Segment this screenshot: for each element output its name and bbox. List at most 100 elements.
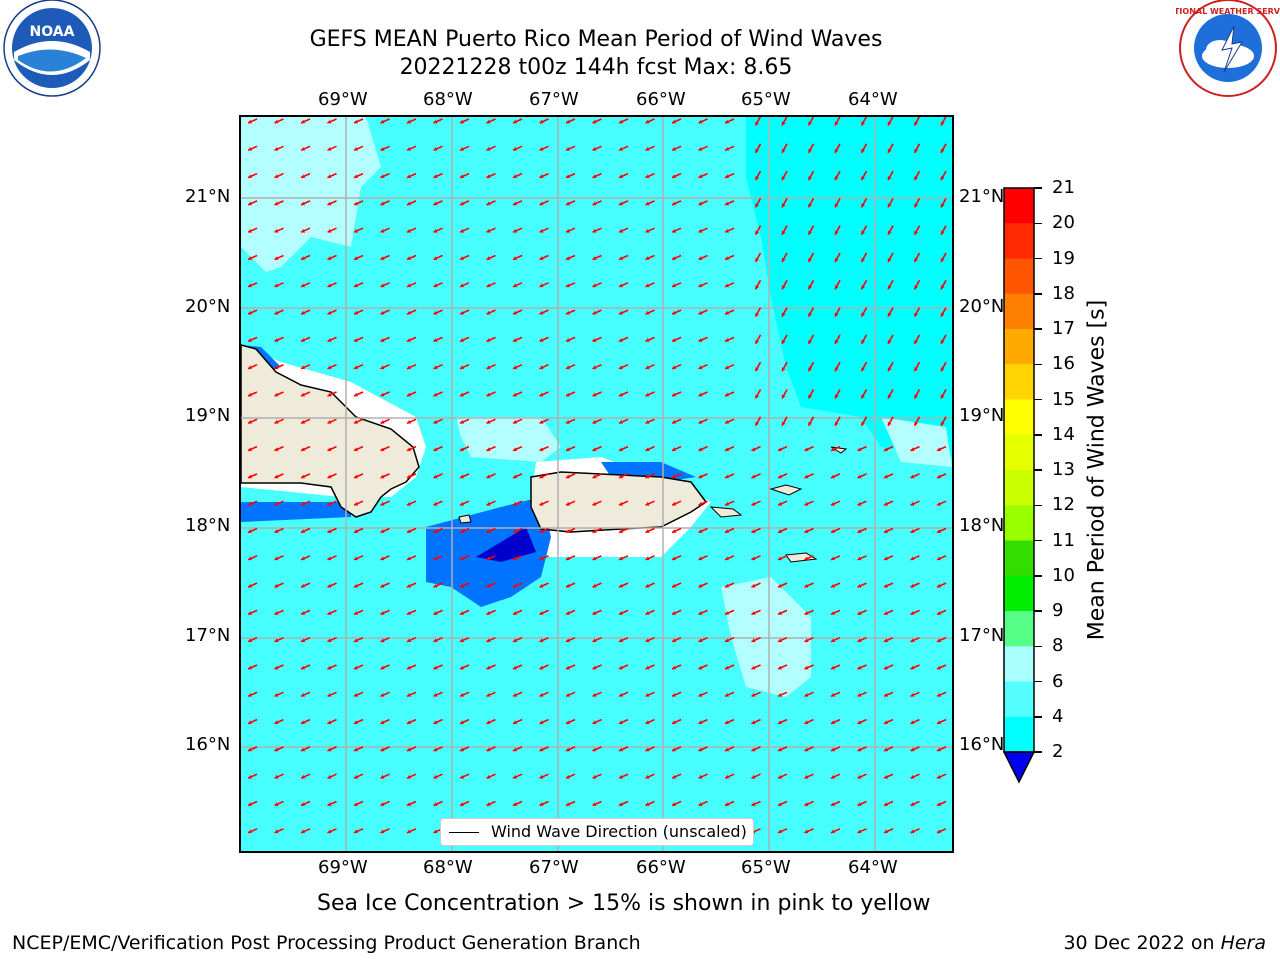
wind-wave-arrowhead bbox=[804, 529, 809, 533]
wind-wave-arrowhead bbox=[884, 638, 888, 643]
wind-wave-arrowhead bbox=[380, 228, 385, 233]
wind-wave-arrowhead bbox=[380, 665, 385, 670]
wind-wave-arrowhead bbox=[778, 774, 782, 779]
wind-wave-arrowhead bbox=[781, 421, 786, 426]
wind-wave-arrowhead bbox=[804, 693, 809, 697]
colorbar-cell bbox=[1004, 293, 1034, 330]
wind-wave-arrowhead bbox=[327, 802, 332, 806]
svg-text:NATIONAL WEATHER SERVICE: NATIONAL WEATHER SERVICE bbox=[1176, 7, 1280, 16]
colorbar-tick-label: 20 bbox=[1052, 212, 1075, 234]
wind-wave-arrowhead bbox=[539, 365, 544, 370]
wind-wave-arrowhead bbox=[513, 256, 517, 260]
wind-wave-arrowhead bbox=[248, 392, 252, 397]
wind-wave-arrowhead bbox=[831, 638, 835, 643]
wind-wave-arrowhead bbox=[248, 447, 252, 452]
wind-wave-arrowhead bbox=[937, 774, 941, 779]
wind-wave-arrowhead bbox=[698, 665, 703, 670]
wind-wave-arrowhead bbox=[380, 829, 385, 834]
wind-wave-arrowhead bbox=[910, 774, 915, 779]
wind-wave-arrowhead bbox=[619, 147, 623, 151]
wind-wave-arrowhead bbox=[778, 720, 782, 725]
wind-wave-arrowhead bbox=[407, 119, 411, 124]
wind-wave-arrowhead bbox=[940, 258, 945, 262]
wind-wave-arrowhead bbox=[301, 501, 305, 506]
wind-wave-arrowhead bbox=[513, 802, 517, 806]
wind-wave-arrowhead bbox=[513, 474, 517, 479]
wind-wave-arrowhead bbox=[861, 367, 865, 372]
wind-wave-arrowhead bbox=[248, 638, 252, 643]
wind-wave-arrowhead bbox=[327, 774, 332, 779]
colorbar-cell bbox=[1004, 646, 1034, 682]
wind-wave-arrowhead bbox=[460, 556, 464, 561]
wind-wave-arrowhead bbox=[645, 474, 650, 479]
wind-wave-arrowhead bbox=[433, 774, 438, 779]
wind-wave-arrowhead bbox=[910, 447, 915, 452]
wind-wave-arrowhead bbox=[751, 665, 756, 670]
wind-wave-arrowhead bbox=[831, 720, 835, 725]
wind-wave-arrowhead bbox=[460, 147, 464, 151]
wind-wave-arrowhead bbox=[274, 720, 279, 725]
wind-wave-arrowhead bbox=[301, 365, 305, 370]
lat-label: 20°N bbox=[185, 296, 231, 317]
wind-wave-arrowhead bbox=[672, 338, 676, 342]
wind-wave-arrowhead bbox=[914, 203, 918, 208]
wind-wave-arrowhead bbox=[513, 392, 517, 397]
wind-wave-arrowhead bbox=[725, 147, 729, 151]
wind-wave-arrowhead bbox=[539, 583, 544, 588]
wind-wave-arrowhead bbox=[354, 392, 358, 397]
wind-wave-arrowhead bbox=[380, 556, 385, 561]
wind-wave-arrowhead bbox=[407, 583, 411, 588]
wind-wave-arrowhead bbox=[327, 665, 332, 670]
wind-wave-arrowhead bbox=[433, 365, 438, 370]
wind-wave-arrowhead bbox=[937, 556, 941, 561]
wind-wave-arrowhead bbox=[274, 529, 279, 533]
wind-wave-arrowhead bbox=[433, 474, 438, 479]
wind-wave-arrowhead bbox=[725, 556, 729, 561]
wind-wave-arrowhead bbox=[751, 802, 756, 806]
wind-wave-arrowhead bbox=[755, 148, 759, 153]
wind-wave-arrowhead bbox=[327, 256, 332, 260]
very-short-period-zone bbox=[241, 502, 351, 522]
wind-wave-arrowhead bbox=[755, 258, 759, 262]
colorbar-tick-label: 15 bbox=[1052, 388, 1075, 410]
wind-wave-arrowhead bbox=[301, 774, 305, 779]
wind-wave-arrowhead bbox=[834, 148, 839, 153]
wind-wave-arrowhead bbox=[808, 285, 812, 290]
wind-wave-arrowhead bbox=[248, 529, 252, 533]
wind-wave-arrowhead bbox=[672, 310, 676, 315]
wind-wave-arrowhead bbox=[486, 774, 491, 779]
lon-label: 65°W bbox=[741, 89, 791, 110]
wind-wave-arrowhead bbox=[460, 365, 464, 370]
wind-wave-arrowhead bbox=[433, 174, 438, 179]
wind-wave-arrowhead bbox=[910, 556, 915, 561]
wind-wave-arrowhead bbox=[566, 174, 570, 179]
wind-wave-arrowhead bbox=[248, 583, 252, 588]
wind-wave-arrowhead bbox=[619, 174, 623, 179]
wind-wave-arrowhead bbox=[940, 312, 945, 317]
colorbar-tick-label: 8 bbox=[1052, 635, 1064, 657]
wind-wave-arrowhead bbox=[407, 474, 411, 479]
wind-wave-arrowhead bbox=[380, 365, 385, 370]
wind-wave-arrowhead bbox=[380, 392, 385, 397]
wind-wave-arrowhead bbox=[940, 421, 945, 426]
wind-wave-arrowhead bbox=[354, 665, 358, 670]
wind-wave-arrowhead bbox=[725, 338, 729, 342]
wind-wave-arrowhead bbox=[460, 201, 464, 206]
wind-wave-arrowhead bbox=[887, 148, 892, 153]
wind-wave-arrowhead bbox=[619, 256, 623, 260]
wind-wave-arrowhead bbox=[274, 174, 279, 179]
wind-wave-arrowhead bbox=[910, 529, 915, 533]
wind-wave-arrowhead bbox=[619, 392, 623, 397]
wind-wave-arrowhead bbox=[645, 119, 650, 124]
wind-wave-arrowhead bbox=[672, 201, 676, 206]
lat-label: 20°N bbox=[959, 296, 1005, 317]
wind-wave-arrowhead bbox=[751, 747, 756, 752]
wind-wave-arrowhead bbox=[354, 310, 358, 315]
wind-wave-arrowhead bbox=[831, 611, 835, 615]
wind-wave-arrowhead bbox=[725, 228, 729, 233]
wind-wave-arrowhead bbox=[808, 176, 812, 181]
wind-wave-arrowhead bbox=[672, 556, 676, 561]
wind-wave-arrowhead bbox=[672, 283, 676, 288]
wind-wave-arrowhead bbox=[539, 611, 544, 615]
wind-wave-arrowhead bbox=[910, 611, 915, 615]
